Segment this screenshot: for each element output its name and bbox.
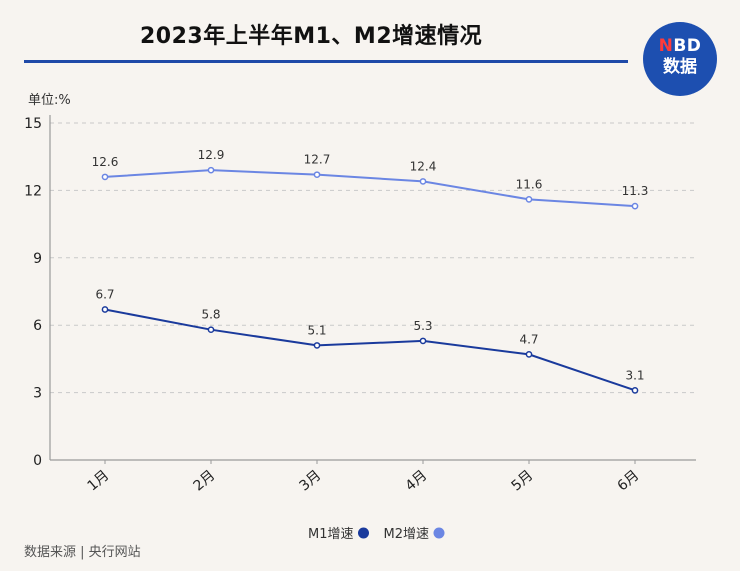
data-label: 6.7 — [95, 287, 114, 301]
data-source: 数据来源 | 央行网站 — [24, 545, 141, 560]
legend-label: M1增速 — [308, 527, 354, 542]
legend-swatch — [358, 527, 369, 539]
nbd-logo: NBD 数据 — [643, 22, 717, 96]
data-point — [419, 337, 427, 345]
data-label: 5.1 — [307, 323, 326, 337]
y-tick-label: 0 — [33, 453, 42, 469]
data-label: 12.6 — [92, 155, 119, 169]
data-label: 4.7 — [519, 332, 538, 346]
data-label: 5.3 — [413, 319, 432, 333]
data-label: 11.6 — [516, 177, 543, 191]
data-point — [101, 306, 109, 313]
data-point — [525, 351, 533, 358]
legend-label: M2增速 — [384, 527, 430, 542]
legend-swatch — [433, 527, 445, 539]
x-tick-label: 6月 — [615, 467, 643, 494]
data-label: 12.7 — [304, 153, 331, 167]
y-unit-label: 单位:% — [28, 93, 71, 108]
data-point — [101, 173, 109, 181]
y-tick-label: 12 — [24, 183, 42, 199]
x-tick-label: 3月 — [297, 467, 325, 494]
x-tick-label: 4月 — [403, 467, 431, 494]
series-line-m2 — [104, 169, 636, 208]
data-point — [207, 326, 215, 334]
y-tick-label: 3 — [33, 386, 42, 402]
y-tick-label: 6 — [33, 318, 42, 334]
y-tick-label: 15 — [24, 116, 42, 132]
x-tick-label: 1月 — [85, 467, 113, 494]
data-point — [207, 166, 215, 174]
logo-text-rest: BD — [673, 36, 702, 56]
series-line-m1 — [104, 308, 636, 392]
data-point — [313, 171, 321, 179]
data-point — [631, 202, 639, 210]
logo-accent-letter: N — [658, 36, 674, 56]
x-tick-label: 5月 — [509, 467, 537, 494]
data-point — [631, 387, 639, 394]
chart-title: 2023年上半年M1、M2增速情况 — [140, 24, 483, 49]
y-tick-label: 9 — [33, 251, 42, 267]
data-point — [313, 342, 321, 349]
logo-subtitle: 数据 — [663, 57, 697, 77]
data-label: 12.4 — [410, 159, 437, 173]
data-label: 5.8 — [201, 308, 220, 322]
data-label: 3.1 — [625, 368, 644, 382]
data-label: 11.3 — [622, 184, 649, 198]
title-underline — [24, 60, 628, 63]
data-point — [525, 196, 533, 203]
data-point — [419, 178, 427, 185]
data-label: 12.9 — [198, 148, 225, 162]
x-tick-label: 2月 — [191, 467, 219, 494]
